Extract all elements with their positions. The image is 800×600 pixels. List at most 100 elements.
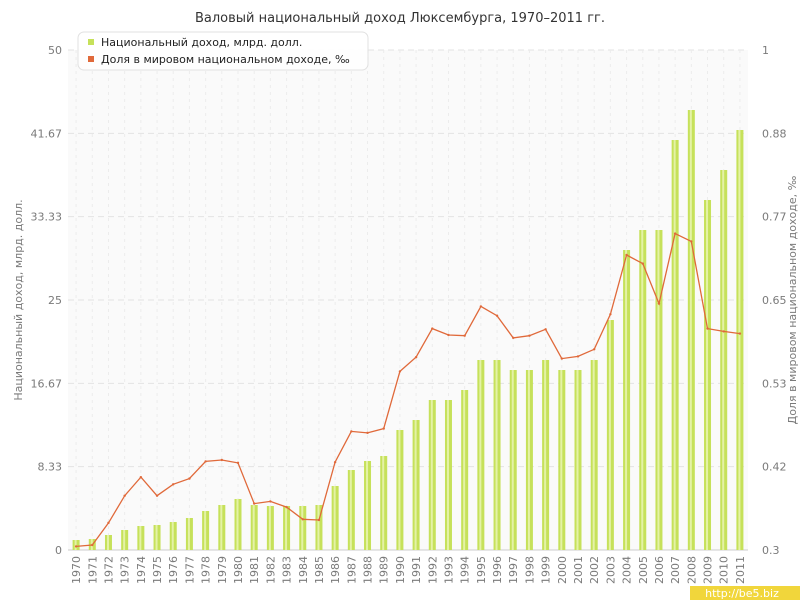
line-point-2001[interactable] [576,355,580,358]
right-tick-label: 0.42 [762,461,787,474]
x-tick-label: 1986 [329,556,342,584]
bar-highlight-2007 [673,140,676,550]
x-tick-label: 1991 [410,556,423,584]
x-tick-label: 1996 [491,556,504,584]
bar-highlight-2004 [625,250,628,550]
bar-highlight-1996 [495,360,498,550]
line-point-1991[interactable] [414,355,418,359]
line-point-2002[interactable] [592,348,596,351]
x-tick-label: 2010 [718,556,731,584]
line-point-2010[interactable] [722,330,725,333]
bar-highlight-2002 [592,360,595,550]
left-tick-label: 33.33 [31,211,63,224]
line-point-1975[interactable] [155,494,159,497]
legend-box [77,31,369,71]
bar-highlight-1982 [268,506,271,550]
bar-highlight-1970 [74,540,77,550]
line-point-2009[interactable] [706,327,709,330]
bar-highlight-1975 [155,525,158,550]
legend[interactable]: Национальный доход, млрд. долл. Доля в м… [77,31,369,71]
line-point-1990[interactable] [398,370,402,373]
line-point-1997[interactable] [512,336,515,340]
line-point-2000[interactable] [560,357,564,360]
chart-title: Валовый национальный доход Люксембурга, … [195,11,605,26]
x-tick-label: 2002 [588,556,601,584]
line-point-1983[interactable] [285,505,288,509]
bar-highlight-1993 [446,400,449,550]
legend-marker-line [88,56,94,62]
x-tick-label: 1998 [523,556,536,584]
legend-item-bar-label[interactable]: Национальный доход, млрд. долл. [101,36,302,49]
line-point-1974[interactable] [139,475,143,479]
line-point-1989[interactable] [382,427,385,430]
line-point-1976[interactable] [172,483,175,486]
bar-highlight-2011 [738,130,741,550]
line-share-world-income[interactable] [76,232,740,548]
x-tick-label: 2003 [604,556,617,584]
left-axis-ticks: 0 8.33 16.67 25 33.33 41.67 50 [31,44,63,557]
line-point-1971[interactable] [91,543,94,547]
bars-series [72,110,744,550]
left-tick-label: 8.33 [38,461,63,474]
x-tick-label: 1999 [540,556,553,584]
x-tick-label: 1973 [119,556,132,584]
line-point-1988[interactable] [366,431,369,435]
x-tick-label: 1979 [216,556,229,584]
line-point-1993[interactable] [447,333,450,337]
line-point-1994[interactable] [463,334,466,337]
x-tick-label: 1997 [507,556,520,584]
x-tick-label: 1988 [362,556,375,584]
line-point-1977[interactable] [188,477,191,480]
x-tick-label: 1993 [442,556,455,584]
line-point-1999[interactable] [544,328,547,331]
line-series [74,232,742,548]
right-tick-label: 0.3 [762,544,780,557]
watermark[interactable]: http://be5.biz [690,586,800,600]
x-tick-label: 1978 [200,556,213,584]
line-point-2007[interactable] [673,232,677,235]
line-point-1982[interactable] [269,500,272,503]
x-tick-label: 2005 [637,556,650,584]
bar-highlight-1978 [204,511,207,550]
x-tick-label: 2009 [702,556,715,584]
line-point-1979[interactable] [220,458,224,462]
x-tick-label: 1981 [248,556,261,584]
bar-highlight-2006 [657,230,660,550]
line-point-1970[interactable] [74,545,78,548]
bar-highlight-2000 [560,370,563,550]
line-point-1992[interactable] [431,327,434,330]
line-point-1987[interactable] [350,430,353,433]
line-point-1995[interactable] [479,305,483,308]
line-point-1986[interactable] [333,460,337,464]
line-point-1978[interactable] [204,460,207,463]
line-point-1998[interactable] [528,334,531,337]
bar-highlight-1976 [171,522,174,550]
left-tick-label: 41.67 [31,127,63,140]
line-point-1996[interactable] [495,314,499,317]
bar-highlight-1989 [382,456,385,550]
line-point-2003[interactable] [609,313,612,316]
x-tick-label: 1980 [232,556,245,584]
line-point-2011[interactable] [738,332,742,335]
x-tick-label: 1984 [297,556,310,584]
watermark-link[interactable]: http://be5.biz [705,587,779,600]
legend-item-line-label[interactable]: Доля в мировом национальном доходе, ‰ [101,53,350,66]
bar-highlight-1985 [317,505,320,550]
line-point-1980[interactable] [236,461,240,465]
line-point-2005[interactable] [641,262,644,265]
line-point-1985[interactable] [317,518,321,522]
line-point-1972[interactable] [107,521,110,525]
x-tick-label: 1989 [378,556,391,584]
x-tick-label: 2001 [572,556,585,584]
x-tick-label: 1985 [313,556,326,584]
line-point-1984[interactable] [301,518,304,521]
bar-highlight-1990 [398,430,401,550]
line-point-2008[interactable] [690,240,693,243]
left-tick-label: 16.67 [31,377,63,390]
bar-highlight-2008 [689,110,692,550]
line-point-2004[interactable] [625,253,628,257]
line-point-1973[interactable] [123,494,126,497]
line-point-2006[interactable] [657,302,661,305]
line-point-1981[interactable] [252,502,256,505]
x-tick-label: 1970 [70,556,83,584]
